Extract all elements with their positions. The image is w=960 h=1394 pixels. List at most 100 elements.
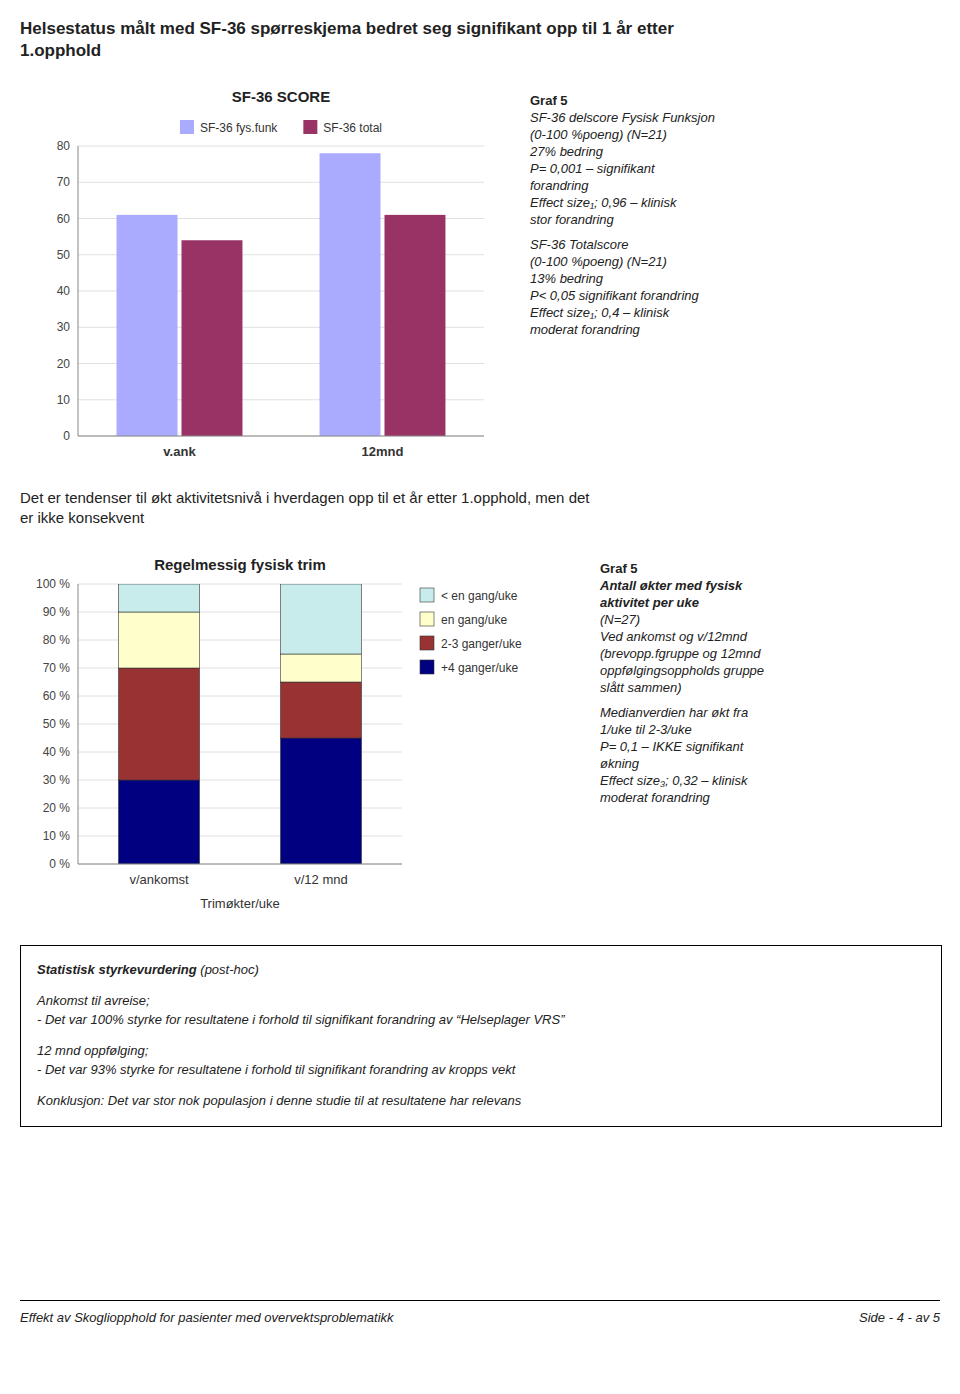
box-heading-row: Statistisk styrkevurdering (post-hoc) [37,960,925,979]
grid [78,584,402,864]
note-line: P= 0,1 – IKKE signifikant [600,738,940,755]
note-line: slått sammen) [600,679,940,696]
y-tick-label: 20 [57,357,71,371]
x-axis-label: Trimøkter/uke [200,896,280,911]
page: Helsestatus målt med SF-36 spørreskjema … [0,0,960,1394]
bar [320,153,381,436]
bar-segment [119,612,200,668]
bar-segment [281,738,362,864]
box-line: Konklusjon: Det var stor nok populasjon … [37,1091,925,1110]
x-tick-label: 12mnd [362,444,404,459]
note-line: moderat forandring [530,321,940,338]
legend-label: SF-36 fys.funk [200,121,278,135]
legend-swatch [420,588,434,602]
box-heading: Statistisk styrkevurdering [37,962,197,977]
note-line: stor forandring [530,211,940,228]
note-line: (N=27) [600,611,940,628]
y-tick-label: 0 [63,429,70,443]
note-line: (0-100 %poeng) (N=21) [530,253,940,270]
bar-segment [119,668,200,780]
marks [117,153,446,436]
note-line: forandring [530,177,940,194]
note-line: Medianverdien har økt fra [600,704,940,721]
bar [182,240,243,436]
note-line: P< 0,05 signifikant forandring [530,287,940,304]
note-line: (0-100 %poeng) (N=21) [530,126,940,143]
y-tick-label: 100 % [36,577,70,591]
legend-label: SF-36 total [323,121,382,135]
grid-line [78,182,484,183]
note-line: Effect size₁; 0,96 – klinisk [530,194,940,211]
note-line: Effect size₃; 0,32 – klinisk [600,772,940,789]
y-tick-label: 10 % [43,829,71,843]
box-paragraph: 12 mnd oppfølging;- Det var 93% styrke f… [37,1041,925,1079]
box-paragraph: Konklusjon: Det var stor nok populasjon … [37,1091,925,1110]
x-tick-label: v/12 mnd [294,872,347,887]
legend-swatch [420,636,434,650]
note-paragraph: Medianverdien har økt fra1/uke til 2-3/u… [600,704,940,806]
section-text: Det er tendenser til økt aktivitetsnivå … [20,488,940,528]
grid-line [78,436,484,437]
y-axis [78,584,79,864]
box-line: - Det var 100% styrke for resultatene i … [37,1010,925,1029]
y-tick-label: 40 [57,284,71,298]
note-line: økning [600,755,940,772]
note-line: 27% bedring [530,143,940,160]
legend: SF-36 fys.funk SF-36 total [180,120,382,135]
y-tick-label: 20 % [43,801,71,815]
y-tick-label: 80 [57,139,71,153]
x-tick-label: v/ankomst [129,872,189,887]
grid-line [78,146,484,147]
legend: < en gang/ukeen gang/uke2-3 ganger/uke+4… [420,588,522,675]
bar [117,215,178,436]
legend-label: +4 ganger/uke [441,661,518,675]
note-line: oppfølgingsoppholds gruppe [600,662,940,679]
y-tick-label: 40 % [43,745,71,759]
note-line: Ved ankomst og v/12mnd [600,628,940,645]
note-heading: Graf 5 [530,92,940,109]
y-tick-label: 0 % [49,857,70,871]
bar [385,215,446,436]
chart: Regelmessig fysisk trim 0 % 10 % 20 % 30 % 40… [20,548,580,918]
y-tick-label: 30 [57,320,71,334]
bar-segment [281,682,362,738]
note-paragraph: SF-36 Totalscore (0-100 %poeng) (N=21)13… [530,236,940,338]
note-subheading: aktivitet per uke [600,594,940,611]
footer-text: Effekt av Skogliopphold for pasienter me… [20,1310,394,1325]
box-paragraph: Ankomst til avreise;- Det var 100% styrk… [37,991,925,1029]
footer-page: Side - 4 - av 5 [859,1310,940,1325]
legend-swatch [420,612,434,626]
bar-segment [119,780,200,864]
chart: SF-36 SCORE01020304050607080v.ank12mndSF… [20,80,500,470]
box-line: Ankomst til avreise; [37,991,925,1010]
x-axis [78,436,484,437]
y-tick-label: 30 % [43,773,71,787]
y-tick-label: 90 % [43,605,71,619]
note-line: SF-36 delscore Fysisk Funksjon [530,109,940,126]
note-paragraph: (N=27)Ved ankomst og v/12mnd(brevopp.fgr… [600,611,940,696]
y-tick-label: 60 % [43,689,71,703]
bar-segment [119,584,200,612]
note-paragraph: SF-36 delscore Fysisk Funksjon(0-100 %po… [530,109,940,228]
chart-title: Regelmessig fysisk trim [154,556,326,573]
y-tick-label: 50 [57,248,71,262]
x-tick-label: v.ank [163,444,196,459]
legend-swatch [420,660,434,674]
footer-rule [20,1300,940,1301]
y-tick-label: 80 % [43,633,71,647]
legend-label: < en gang/uke [441,589,518,603]
marks [119,584,362,864]
box-line: 12 mnd oppfølging; [37,1041,925,1060]
grid [78,146,484,436]
note-subheading: Antall økter med fysisk [600,577,940,594]
note-line: 13% bedring [530,270,940,287]
x-axis [78,864,402,865]
note-block: Graf 5Antall økter med fysiskaktivitet p… [600,560,940,806]
box-heading-note: (post-hoc) [197,962,259,977]
note-line: moderat forandring [600,789,940,806]
y-tick-label: 70 % [43,661,71,675]
legend-label: en gang/uke [441,613,507,627]
legend-swatch [180,120,194,134]
note-block: Graf 5SF-36 delscore Fysisk Funksjon(0-1… [530,92,940,338]
power-box: Statistisk styrkevurdering (post-hoc) Ank… [20,945,942,1127]
